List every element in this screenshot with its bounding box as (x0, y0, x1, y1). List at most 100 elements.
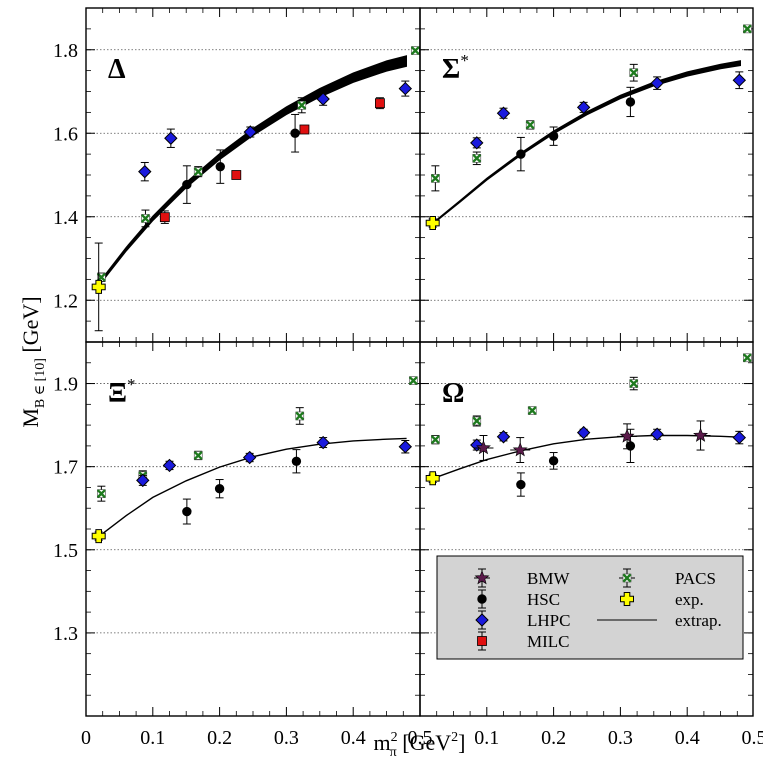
y-axis-label: MB ∈ [10] [GeV] (18, 296, 48, 427)
legend-label: HSC (527, 590, 560, 609)
marker-lhpc (164, 131, 178, 145)
legend-entry-exp: exp. (620, 590, 704, 609)
panels-layer: Δ Σ* Ξ* Ω (85, 7, 754, 717)
marker-pacs (527, 406, 537, 416)
marker-pacs (410, 46, 420, 56)
marker-lhpc (242, 450, 257, 465)
marker-lhpc (475, 613, 489, 627)
marker-lhpc (576, 100, 591, 115)
marker-pacs (629, 379, 639, 389)
marker-pacs (141, 213, 150, 223)
legend-label: exp. (675, 590, 704, 609)
marker-bmw (474, 570, 490, 585)
panel-frame (85, 7, 421, 343)
y-tick-label: 1.3 (53, 623, 78, 645)
y-tick-label: 1.6 (53, 123, 78, 145)
marker-lhpc (316, 92, 330, 106)
marker-hsc (516, 149, 526, 159)
panel-label: Ω (442, 378, 464, 409)
marker-pacs (742, 24, 752, 34)
x-axis-label: m2 π [GeV2] (374, 730, 466, 760)
marker-hsc (182, 506, 192, 517)
legend-label: BMW (527, 569, 570, 588)
y-tick-label: 1.5 (53, 540, 78, 562)
x-tick-label: 0.4 (675, 727, 700, 749)
marker-pacs (295, 411, 305, 421)
marker-bmw (512, 442, 528, 457)
marker-milc (231, 170, 242, 180)
x-tick-label: 0.5 (742, 727, 763, 749)
marker-lhpc (576, 425, 591, 440)
panel-3: Ξ* (85, 341, 421, 717)
marker-lhpc (398, 81, 413, 96)
y-tick-label: 1.7 (53, 457, 78, 479)
y-tick-label: 1.8 (53, 40, 78, 62)
x-tick-label: 0.3 (608, 727, 633, 749)
marker-pacs (297, 100, 307, 110)
x-tick-label: 0.2 (207, 727, 232, 749)
marker-pacs (430, 173, 440, 183)
x-tick-label: 0.4 (341, 727, 366, 749)
y-tick-label: 1.4 (53, 207, 78, 229)
x-tick-label: 0.3 (274, 727, 299, 749)
axes-text-layer: 1.2 1.4 1.6 1.8 1.3 1.5 1.7 1.9 0 0.1 0.1 0.2 0.2 0.3… (18, 40, 763, 760)
marker-lhpc (732, 73, 747, 87)
panel-label: Ξ* (108, 375, 135, 409)
legend: BMW HSC LHPC MILC PACS exp. extrap. (436, 555, 744, 660)
legend-box (436, 555, 744, 660)
panel-1: Δ (85, 7, 421, 343)
marker-exp. (91, 279, 106, 294)
legend-label: PACS (675, 569, 716, 588)
marker-pacs (622, 573, 632, 583)
legend-label: MILC (527, 632, 570, 651)
y-tick-label: 1.9 (53, 374, 78, 396)
marker-bmw (619, 428, 635, 443)
marker-milc (477, 636, 487, 646)
marker-lhpc (138, 164, 152, 179)
marker-lhpc (136, 473, 150, 488)
panel-frame (85, 341, 421, 717)
x-tick-label: 0.2 (541, 727, 566, 749)
extrapolation-band (99, 55, 408, 287)
x-tick-label: 0.1 (140, 727, 165, 749)
marker-milc (299, 124, 310, 135)
marker-lhpc (732, 430, 747, 445)
marker-hsc (215, 161, 225, 172)
extrapolation-band (432, 60, 741, 225)
marker-hsc (182, 179, 192, 190)
x-tick-label: 0.5 (408, 727, 433, 749)
marker-bmw (693, 427, 709, 442)
marker-exp. (91, 529, 106, 544)
panel-label: Δ (108, 54, 126, 85)
marker-pacs (408, 376, 418, 386)
marker-lhpc (470, 136, 484, 150)
legend-entry-bmw: BMW (474, 568, 570, 588)
marker-exp. (425, 471, 440, 486)
panel-4: Ω (419, 341, 754, 717)
marker-hsc (516, 479, 526, 490)
legend-entry-lhpc: LHPC (475, 610, 570, 630)
legend-entry-pacs: PACS (619, 568, 716, 588)
marker-exp. (425, 216, 440, 231)
y-tick-label: 1.2 (53, 290, 78, 312)
marker-hsc (548, 131, 559, 141)
marker-exp. (620, 592, 634, 606)
marker-lhpc (496, 106, 511, 120)
legend-entry-extrap: extrap. (597, 611, 722, 630)
marker-pacs (742, 353, 752, 363)
marker-lhpc (398, 440, 413, 454)
marker-pacs (430, 435, 440, 445)
marker-lhpc (162, 458, 177, 473)
panel-label: Σ* (442, 51, 469, 85)
legend-label: extrap. (675, 611, 722, 630)
marker-lhpc (650, 427, 664, 441)
marker-pacs (472, 153, 482, 163)
x-tick-label: 0.1 (474, 727, 499, 749)
marker-bmw (476, 440, 491, 455)
legend-label: LHPC (527, 611, 570, 630)
legend-entry-milc: MILC (477, 631, 570, 651)
x-tick-label: 0 (81, 727, 91, 749)
marker-lhpc (650, 76, 664, 90)
marker-pacs (472, 416, 482, 426)
